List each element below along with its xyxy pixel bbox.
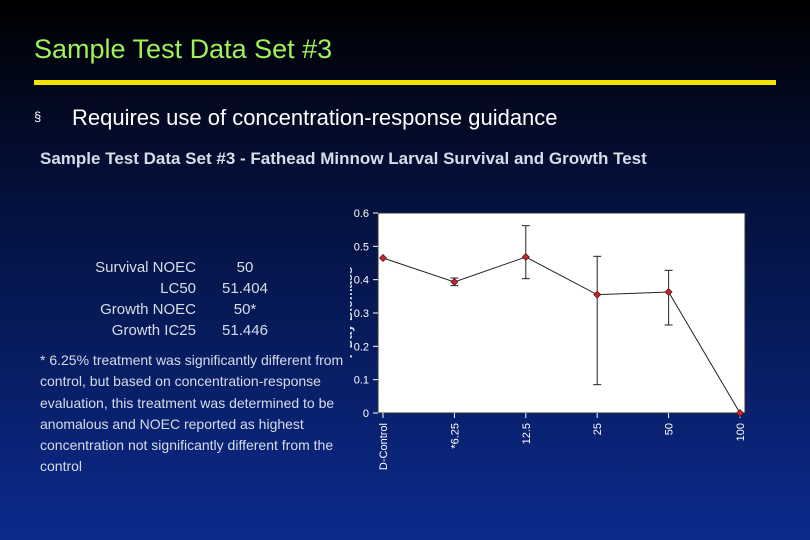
footnote: * 6.25% treatment was significantly diff… (40, 352, 344, 475)
data-point (379, 254, 387, 262)
slide-title: Sample Test Data Set #3 (34, 34, 333, 64)
y-tick-label: 0.2 (354, 341, 369, 353)
stats-table: Survival NOEC 50 LC50 51.404 Growth NOEC… (70, 258, 280, 342)
stat-label: Survival NOEC (95, 259, 196, 276)
plot-area (377, 212, 746, 414)
stat-label: LC50 (160, 280, 196, 297)
stat-value: 50 (236, 259, 254, 276)
data-point (450, 278, 459, 286)
title-underline (34, 80, 776, 85)
stat-value: 51.446 (222, 322, 268, 339)
data-point (664, 288, 673, 296)
stat-value: 51.404 (222, 280, 268, 297)
series-line (382, 256, 741, 414)
y-tick-label: 0.6 (354, 208, 369, 220)
y-axis-label: 7 Day Biomass (350, 267, 355, 360)
biomass-chart: 0 0.1 0.2 0.3 0.4 0.5 0.6 7 Day Biomass D-Contro… (350, 208, 747, 470)
data-point (736, 409, 744, 417)
x-tick-label: 50 (664, 423, 676, 435)
bullet-text: Requires use of concentration-response g… (72, 105, 558, 130)
bullet-icon: § (34, 109, 42, 124)
y-tick-label: 0.5 (354, 241, 369, 253)
stat-label: Growth NOEC (100, 301, 196, 318)
x-tick-label: *6.25 (449, 423, 461, 449)
stat-row-survival-noec: Survival NOEC 50 (70, 258, 280, 279)
y-tick-label: 0.3 (354, 308, 369, 320)
stat-row-growth-noec: Growth NOEC 50* (70, 300, 280, 321)
y-tick-label: 0.4 (354, 275, 369, 287)
y-tick-label: 0.1 (354, 375, 369, 387)
x-tick-label: 12.5 (521, 423, 533, 444)
data-point (593, 290, 602, 299)
stat-row-growth-ic25: Growth IC25 51.446 (70, 321, 280, 342)
stat-row-lc50: LC50 51.404 (70, 279, 280, 300)
chart-heading: Sample Test Data Set #3 - Fathead Minnow… (40, 149, 647, 168)
x-tick-label: 100 (735, 423, 747, 441)
stat-label: Growth IC25 (111, 322, 196, 339)
x-tick-label: 25 (592, 423, 604, 435)
y-tick-label: 0 (363, 408, 369, 420)
stat-value: 50* (233, 301, 257, 318)
x-tick-label: D-Control (378, 423, 390, 470)
data-point (521, 253, 530, 261)
